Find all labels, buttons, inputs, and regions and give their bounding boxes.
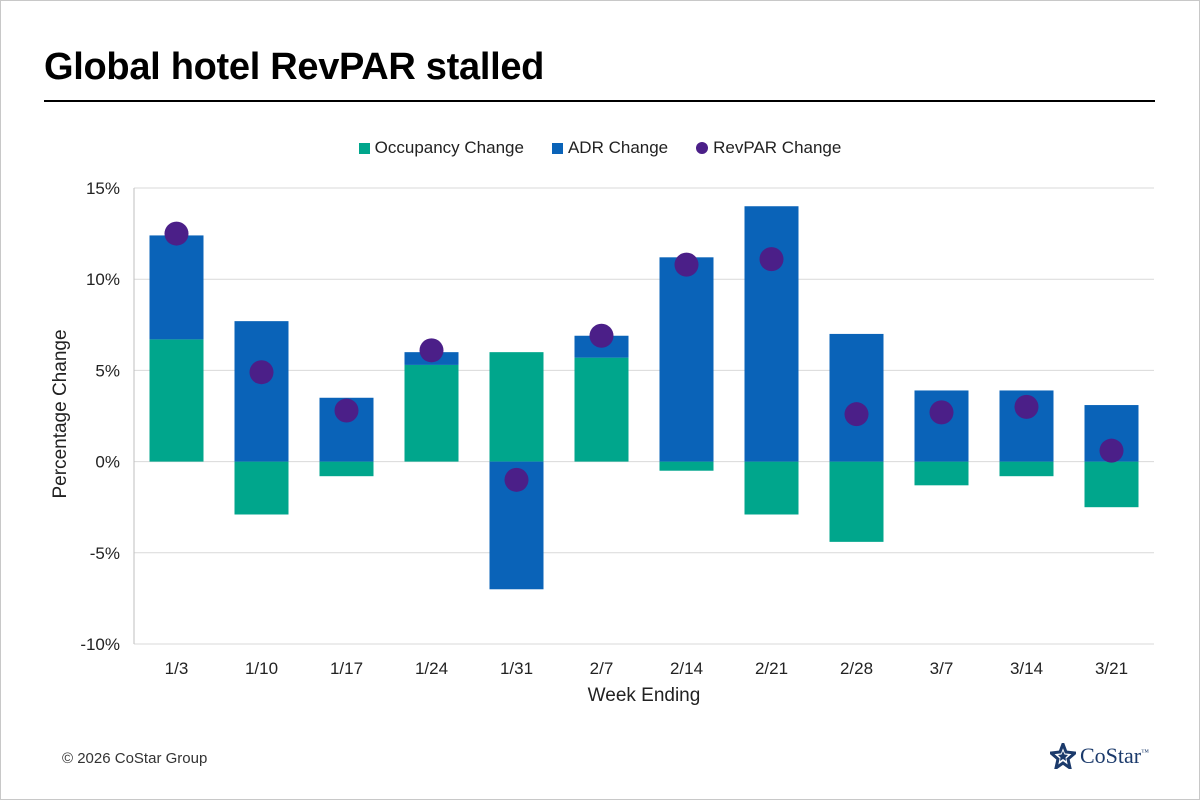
y-tick-label: 10% <box>86 270 120 289</box>
legend-label-adr: ADR Change <box>567 138 669 157</box>
dot-revpar <box>589 323 614 348</box>
y-tick-label: 5% <box>95 361 120 380</box>
legend-swatch-revpar <box>696 142 709 154</box>
dot-revpar <box>674 252 699 277</box>
bar-occupancy <box>829 461 884 542</box>
dot-revpar <box>504 467 529 492</box>
logo-trademark: ™ <box>1141 747 1149 757</box>
dot-revpar <box>419 338 444 363</box>
bar-occupancy <box>744 461 799 515</box>
x-tick-label: 3/21 <box>1095 659 1128 678</box>
x-tick-label: 1/3 <box>165 659 189 678</box>
y-tick-label: -5% <box>90 544 120 563</box>
dot-revpar <box>1099 438 1124 463</box>
copyright-footer: © 2026 CoStar Group <box>62 750 208 767</box>
x-tick-label: 3/7 <box>930 659 954 678</box>
x-tick-label: 1/17 <box>330 659 363 678</box>
bar-occupancy <box>319 461 374 477</box>
x-tick-label: 3/14 <box>1010 659 1043 678</box>
bar-occupancy <box>914 461 969 486</box>
legend-item-adr: ADR Change <box>551 138 669 158</box>
legend-item-occupancy: Occupancy Change <box>358 138 524 158</box>
y-tick-label: 15% <box>86 179 120 198</box>
legend-item-revpar: RevPAR Change <box>696 138 841 158</box>
costar-star-icon <box>1050 743 1076 769</box>
legend-label-occupancy: Occupancy Change <box>374 138 524 157</box>
x-tick-label: 2/21 <box>755 659 788 678</box>
bar-occupancy <box>659 461 714 471</box>
x-tick-label: 2/28 <box>840 659 873 678</box>
y-tick-label: -10% <box>80 635 120 654</box>
dot-revpar <box>249 360 274 385</box>
bar-occupancy <box>234 461 289 515</box>
logo-wordmark: CoStar <box>1080 743 1142 768</box>
dot-revpar <box>844 402 869 427</box>
bar-occupancy <box>149 339 204 462</box>
legend-swatch-occupancy <box>358 142 370 154</box>
dot-revpar <box>334 398 359 423</box>
legend: Occupancy Change ADR Change RevPAR Chang… <box>0 138 1200 158</box>
chart-title: Global hotel RevPAR stalled <box>44 46 545 88</box>
dot-revpar <box>929 400 954 425</box>
title-rule <box>44 100 1155 102</box>
legend-label-revpar: RevPAR Change <box>713 138 842 157</box>
y-tick-label: 0% <box>95 453 120 472</box>
costar-logo: CoStar™ <box>1050 743 1149 769</box>
bar-occupancy <box>574 357 629 462</box>
x-tick-label: 1/31 <box>500 659 533 678</box>
bar-occupancy <box>489 352 544 462</box>
x-tick-label: 1/10 <box>245 659 278 678</box>
x-tick-label: 2/7 <box>590 659 614 678</box>
x-tick-label: 1/24 <box>415 659 448 678</box>
logo-text: CoStar™ <box>1080 743 1149 769</box>
x-axis-title: Week Ending <box>588 685 701 706</box>
bar-adr <box>149 235 204 340</box>
bar-adr <box>659 257 714 462</box>
dot-revpar <box>1014 394 1039 419</box>
dot-revpar <box>759 247 784 272</box>
y-axis-title: Percentage Change <box>50 329 71 498</box>
x-tick-label: 2/14 <box>670 659 703 678</box>
bar-occupancy <box>1084 461 1139 508</box>
bar-occupancy <box>404 364 459 462</box>
dot-revpar <box>164 221 189 246</box>
legend-swatch-adr <box>551 142 563 154</box>
bar-adr <box>234 321 289 462</box>
bar-occupancy <box>999 461 1054 477</box>
bar-adr <box>744 206 799 462</box>
bar-adr <box>829 333 884 462</box>
